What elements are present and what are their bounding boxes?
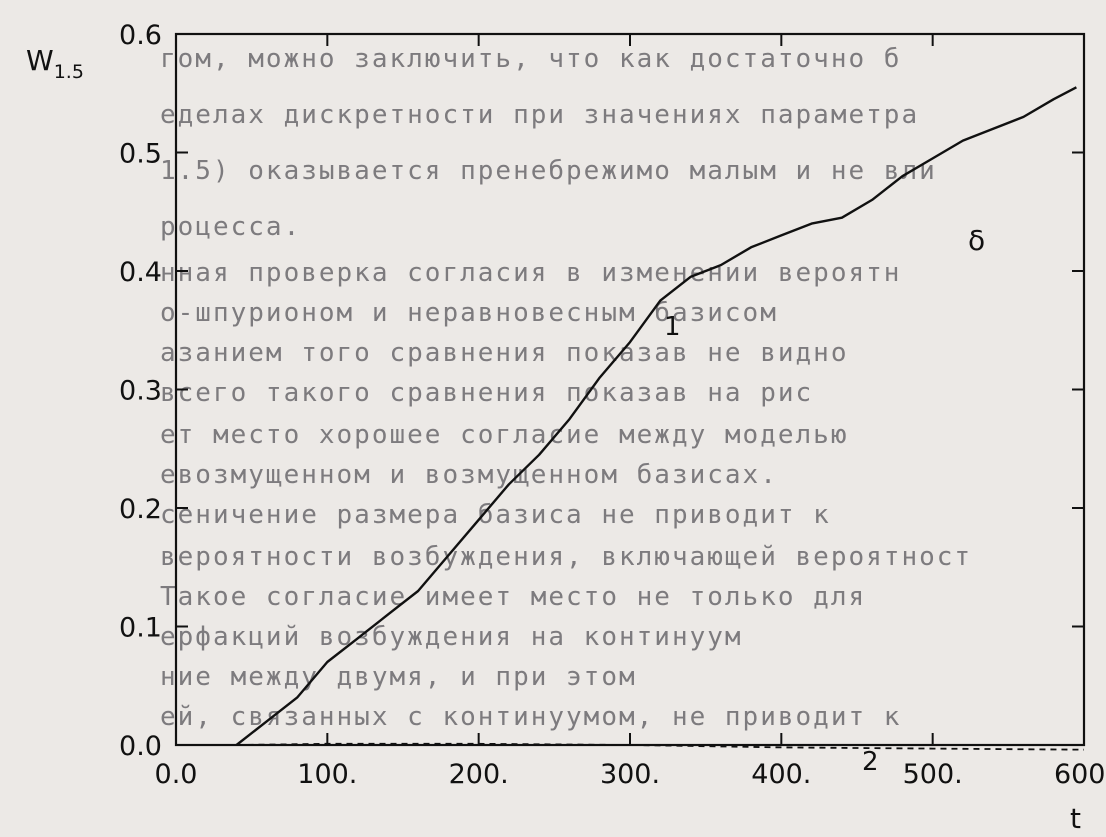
plot-border bbox=[174, 32, 1086, 747]
x-tick-label: 400. bbox=[751, 759, 811, 790]
x-axis: 0.0 100. 200. 300. 400. 500. 600. bbox=[155, 34, 1106, 790]
y-tick-label: 0.4 bbox=[119, 257, 162, 288]
background-text-line: Такое согласие имеет место не только для bbox=[160, 582, 867, 612]
y-tick-label: 0.6 bbox=[119, 20, 162, 51]
x-tick-label: 100. bbox=[297, 759, 357, 790]
background-text-line: гом, можно заключить, что как достаточно… bbox=[160, 44, 902, 74]
x-tick-label: 600. bbox=[1054, 759, 1106, 790]
background-text-line: всего такого сравнения показав на рис bbox=[160, 378, 814, 408]
plot-frame bbox=[174, 32, 1086, 747]
background-text-line: 1.5) оказывается пренебрежимо малым и не… bbox=[160, 156, 937, 186]
background-text-line: еделах дискретности при значениях параме… bbox=[160, 100, 920, 130]
background-text-line: ет место хорошее согласие между моделью bbox=[160, 420, 849, 450]
x-tick-label: 200. bbox=[449, 759, 509, 790]
y-axis: 0.0 0.1 0.2 0.3 0.4 0.5 0.6 bbox=[119, 20, 1084, 762]
y-tick-label: 0.5 bbox=[119, 139, 162, 170]
background-text-line: о-шпурионом и неравновесным базисом bbox=[160, 298, 778, 328]
background-text-line: нная проверка согласия в изменении вероя… bbox=[160, 258, 902, 288]
series-label-2: 2 bbox=[862, 747, 879, 777]
background-text-line: азанием того сравнения показав не видно bbox=[160, 338, 849, 368]
series-label-1: 1 bbox=[664, 312, 681, 342]
x-tick-label: 0.0 bbox=[155, 759, 198, 790]
y-tick-label: 0.3 bbox=[119, 376, 162, 407]
x-tick-label: 500. bbox=[903, 759, 963, 790]
series-layer bbox=[235, 86, 1085, 751]
y-tick-label: 0.0 bbox=[119, 731, 162, 762]
x-axis-label: t bbox=[1070, 802, 1081, 835]
y-tick-label: 0.2 bbox=[119, 494, 162, 525]
series-line-1 bbox=[235, 86, 1077, 746]
y-axis-label: W1.5 bbox=[26, 44, 84, 83]
background-text-line: евозмущенном и возмущенном базисах. bbox=[160, 460, 778, 490]
panel-label: δ bbox=[968, 224, 985, 257]
background-text-line: роцесса. bbox=[160, 212, 302, 242]
background-text-line: сеничение размера базиса не приводит к bbox=[160, 500, 831, 530]
background-text-line: ние между двумя, и при этом bbox=[160, 662, 637, 692]
background-text-line: вероятности возбуждения, включающей веро… bbox=[160, 542, 973, 572]
background-text-line: ерфакций возбуждения на континуум bbox=[160, 622, 743, 652]
series-line-2 bbox=[236, 742, 1085, 751]
x-tick-label: 300. bbox=[600, 759, 660, 790]
y-tick-label: 0.1 bbox=[119, 613, 162, 644]
